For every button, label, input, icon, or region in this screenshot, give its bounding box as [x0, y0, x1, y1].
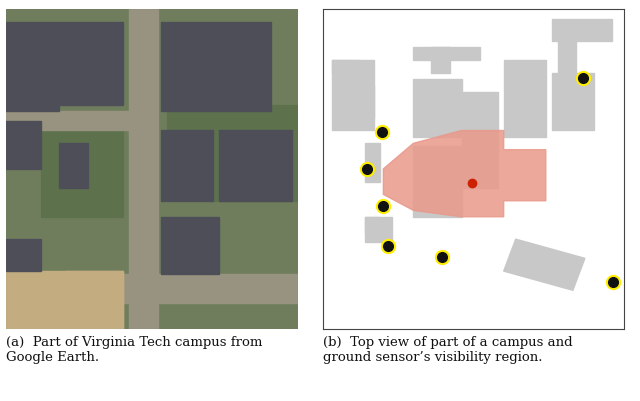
Bar [6, 122, 42, 169]
Bar [59, 23, 123, 105]
Bar [161, 131, 213, 201]
Bar [461, 93, 498, 188]
Polygon shape [504, 239, 585, 291]
Bar [6, 23, 59, 112]
Bar [42, 115, 123, 217]
Bar [166, 90, 211, 154]
Bar [365, 217, 392, 243]
Bar [332, 61, 374, 74]
Bar [431, 48, 449, 74]
Text: (a)  Part of Virginia Tech campus from
Google Earth.: (a) Part of Virginia Tech campus from Go… [6, 335, 263, 363]
Bar [413, 80, 461, 138]
Bar [552, 20, 612, 42]
Bar [59, 144, 88, 188]
Bar [332, 74, 374, 131]
Bar [6, 275, 298, 303]
Bar [365, 144, 380, 182]
Bar [161, 23, 271, 112]
Bar [413, 147, 461, 217]
Bar [359, 87, 374, 118]
Bar [6, 271, 123, 329]
Bar [219, 131, 292, 201]
Bar [365, 217, 380, 233]
Bar [552, 74, 594, 131]
Bar [6, 112, 134, 131]
Bar [431, 48, 479, 61]
Polygon shape [383, 131, 546, 217]
Bar [558, 42, 576, 74]
Bar [413, 48, 431, 61]
Bar [504, 61, 546, 138]
Text: (b)  Top view of part of a campus and
ground sensor’s visibility region.: (b) Top view of part of a campus and gro… [323, 335, 573, 363]
Bar [211, 105, 298, 201]
Bar [332, 61, 359, 74]
Bar [65, 271, 123, 329]
Bar [161, 217, 219, 275]
Bar [6, 239, 42, 271]
Bar [129, 10, 158, 329]
